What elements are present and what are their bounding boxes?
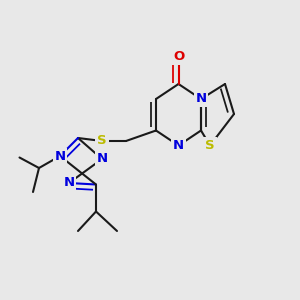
Text: N: N — [173, 139, 184, 152]
Text: S: S — [205, 139, 215, 152]
Text: N: N — [96, 152, 108, 166]
Text: S: S — [97, 134, 107, 148]
Text: N: N — [63, 176, 75, 190]
Text: N: N — [54, 149, 66, 163]
Text: N: N — [195, 92, 207, 106]
Text: O: O — [173, 50, 184, 64]
